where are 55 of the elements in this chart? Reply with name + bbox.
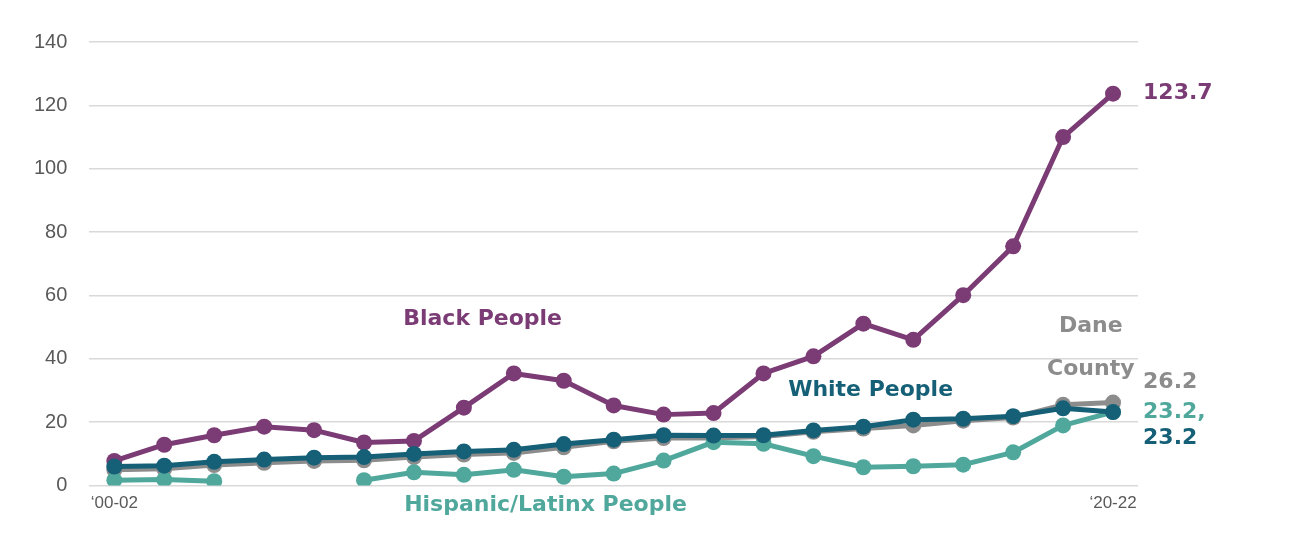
point bbox=[156, 436, 173, 453]
point bbox=[206, 453, 223, 470]
point bbox=[855, 459, 872, 476]
x-tick-label: ‘00-02 bbox=[90, 493, 138, 513]
y-tick-label: 80 bbox=[45, 219, 68, 242]
point bbox=[755, 365, 772, 382]
series-label: White People bbox=[788, 375, 954, 401]
y-tick-label: 40 bbox=[45, 346, 68, 369]
point bbox=[256, 418, 273, 435]
x-tick-label: ‘20-22 bbox=[1089, 493, 1137, 513]
point bbox=[905, 411, 922, 428]
data-label: 23.2 bbox=[1143, 423, 1198, 449]
point bbox=[555, 372, 572, 389]
y-tick-label: 20 bbox=[45, 409, 68, 432]
point bbox=[505, 461, 522, 478]
y-tick-label: 0 bbox=[56, 473, 68, 496]
point bbox=[605, 397, 622, 414]
point bbox=[505, 365, 522, 382]
point bbox=[655, 452, 672, 469]
series-label: Hispanic/Latinx People bbox=[404, 491, 687, 517]
point bbox=[1005, 444, 1022, 461]
point bbox=[455, 466, 472, 483]
point bbox=[1105, 85, 1122, 102]
point bbox=[705, 405, 722, 422]
point bbox=[405, 445, 422, 462]
point bbox=[555, 468, 572, 485]
point bbox=[905, 331, 922, 348]
series-label: Dane County bbox=[1047, 311, 1135, 380]
data-label: 23.2, bbox=[1143, 397, 1206, 423]
point bbox=[455, 399, 472, 416]
point bbox=[955, 287, 972, 304]
point bbox=[955, 456, 972, 473]
point bbox=[1055, 417, 1072, 434]
point bbox=[356, 434, 373, 451]
data-label: 26.2 bbox=[1143, 367, 1198, 393]
y-tick-label: 140 bbox=[33, 29, 68, 52]
point bbox=[405, 432, 422, 449]
point bbox=[1055, 129, 1072, 146]
data-label: 123.7 bbox=[1143, 79, 1213, 105]
point bbox=[655, 406, 672, 423]
point bbox=[306, 422, 323, 439]
y-tick-label: 60 bbox=[45, 283, 68, 305]
point bbox=[905, 458, 922, 475]
y-tick-label: 100 bbox=[33, 156, 68, 179]
point bbox=[405, 464, 422, 481]
point bbox=[805, 448, 822, 465]
series-label: Black People bbox=[403, 304, 563, 330]
point bbox=[1005, 238, 1022, 255]
point bbox=[855, 315, 872, 332]
y-tick-label: 120 bbox=[33, 92, 68, 115]
point bbox=[605, 465, 622, 482]
point bbox=[206, 427, 223, 444]
point bbox=[356, 472, 373, 486]
point bbox=[805, 348, 822, 365]
point bbox=[1055, 400, 1072, 417]
